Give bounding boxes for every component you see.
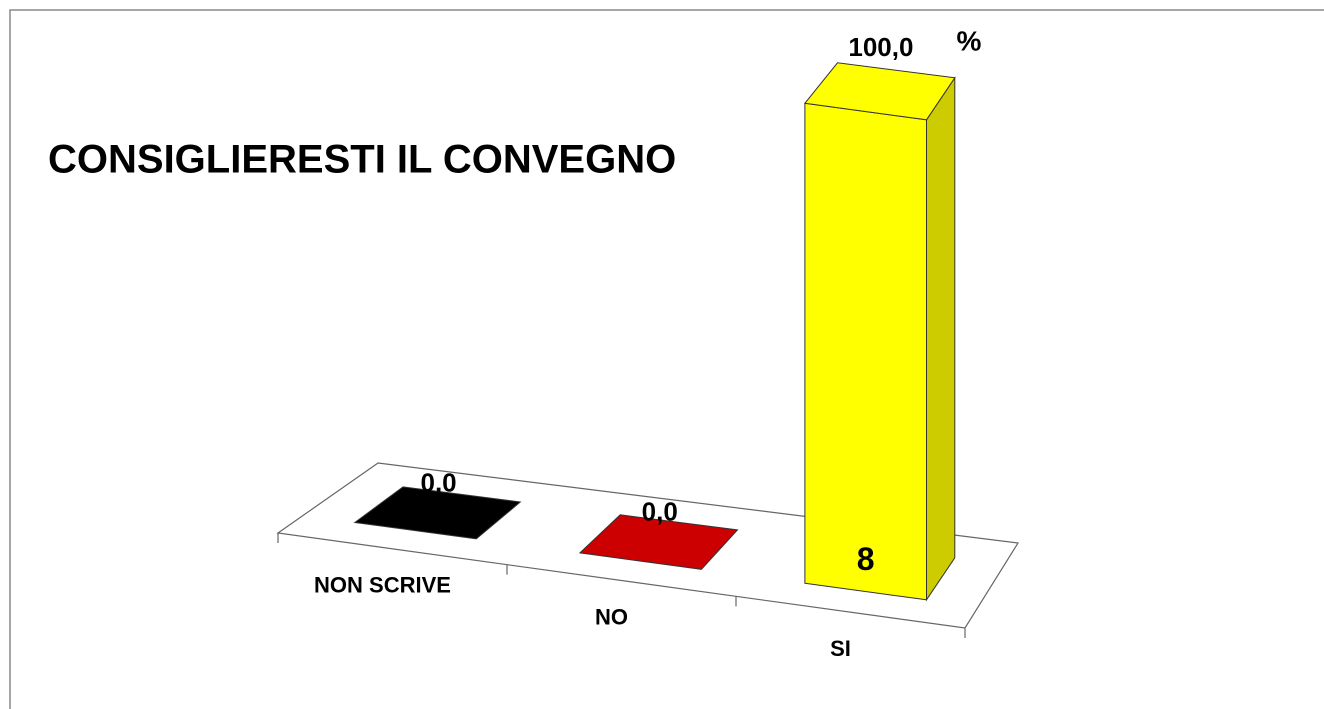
unit-label: % — [956, 25, 981, 56]
x-tick-label: SI — [830, 636, 851, 661]
bar — [803, 62, 956, 602]
chart-title: CONSIGLIERESTI IL CONVEGNO — [48, 138, 676, 182]
count-label: 8 — [857, 541, 875, 577]
bar-top — [803, 62, 956, 121]
x-tick-label: NO — [595, 604, 628, 629]
bar-side — [926, 76, 956, 602]
bar-top — [353, 486, 522, 540]
bar — [353, 486, 522, 540]
bar — [578, 514, 739, 570]
bar-front — [804, 102, 927, 601]
value-label: 0,0 — [642, 497, 678, 527]
frame — [9, 9, 1324, 709]
bar-top — [578, 514, 739, 570]
x-tick-label: NON SCRIVE — [314, 573, 451, 598]
value-label: 100,0 — [848, 32, 913, 62]
value-label: 0,0 — [421, 467, 457, 497]
